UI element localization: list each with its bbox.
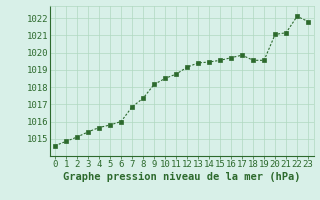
X-axis label: Graphe pression niveau de la mer (hPa): Graphe pression niveau de la mer (hPa) bbox=[63, 172, 300, 182]
